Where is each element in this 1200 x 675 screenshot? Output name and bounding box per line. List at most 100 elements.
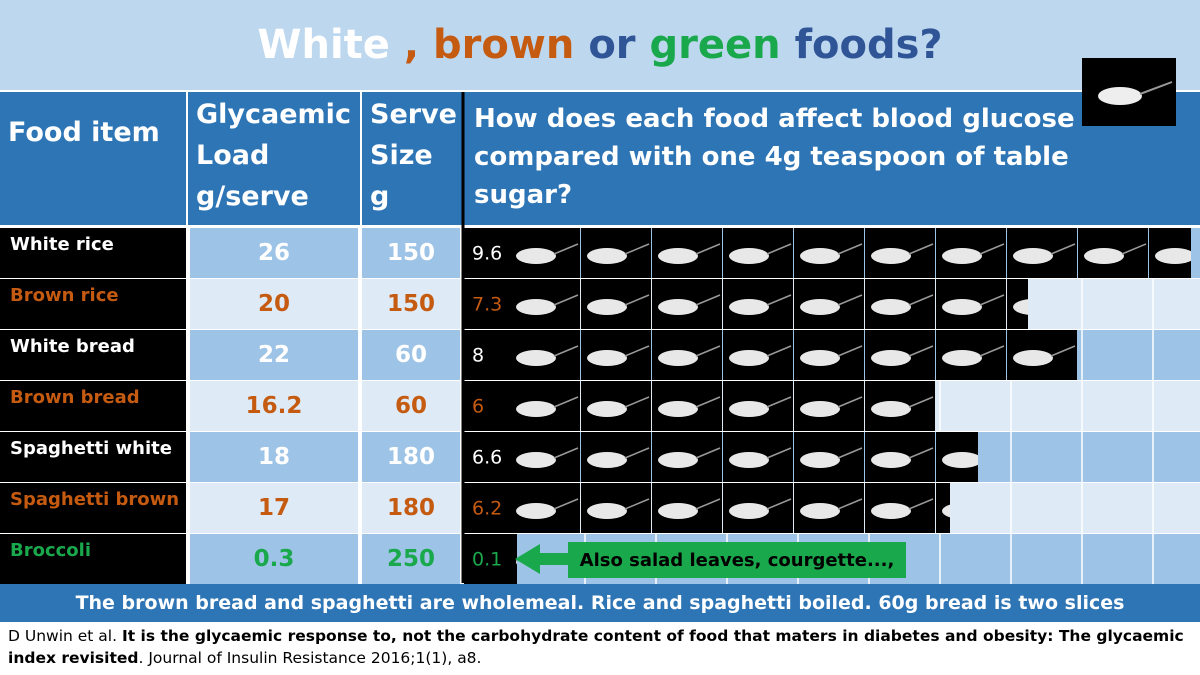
label-cell xyxy=(464,534,510,584)
sugar xyxy=(729,503,769,519)
spoon-handle xyxy=(1121,243,1147,255)
spoon-handle xyxy=(837,243,863,255)
title-word: foods? xyxy=(794,22,943,68)
spoon-handle xyxy=(979,243,1005,255)
spoon-handle xyxy=(766,396,792,408)
sugar xyxy=(516,401,556,417)
food-name: Brown rice xyxy=(0,279,186,329)
spoon-handle xyxy=(553,498,579,510)
spoon-handle xyxy=(695,345,721,357)
sugar xyxy=(587,248,627,264)
sugar xyxy=(729,350,769,366)
sugar xyxy=(658,503,698,519)
teaspoon xyxy=(510,279,580,329)
spoon-handle xyxy=(766,243,792,255)
teaspoon xyxy=(510,534,517,584)
spoon-handle xyxy=(695,294,721,306)
serve-size: 180 xyxy=(362,432,460,482)
spoon-handle xyxy=(979,294,1005,306)
sugar xyxy=(729,401,769,417)
glycaemic-load: 18 xyxy=(190,432,358,482)
sugar xyxy=(800,350,840,366)
citation-authors: D Unwin et al. xyxy=(8,627,118,645)
spoon-handle xyxy=(624,447,650,459)
teaspoon-bar xyxy=(510,534,517,584)
teaspoon xyxy=(723,279,793,329)
teaspoon xyxy=(865,228,935,278)
teaspoon xyxy=(794,279,864,329)
teaspoon xyxy=(936,279,1006,329)
sugar xyxy=(516,503,556,519)
sugar xyxy=(800,248,840,264)
citation: D Unwin et al. It is the glycaemic respo… xyxy=(8,625,1198,669)
sugar xyxy=(1013,248,1053,264)
title: White , brown or green foods? xyxy=(0,0,1200,90)
glycaemic-load: 20 xyxy=(190,279,358,329)
sugar xyxy=(516,559,517,565)
spoon-handle xyxy=(1050,243,1076,255)
title-word: or xyxy=(588,22,636,68)
spoon-handle xyxy=(908,243,934,255)
spoon-handle xyxy=(695,498,721,510)
spoon-handle xyxy=(766,345,792,357)
label-cell xyxy=(464,330,510,380)
label-cell xyxy=(464,432,510,482)
sugar xyxy=(871,299,911,315)
food-name: White bread xyxy=(0,330,186,380)
sugar xyxy=(729,452,769,468)
serve-size: 60 xyxy=(362,381,460,431)
teaspoon-count: 6.6 xyxy=(472,447,502,469)
broccoli-note: Also salad leaves, courgette..., xyxy=(580,550,895,571)
teaspoon xyxy=(865,432,935,482)
sugar xyxy=(516,248,556,264)
teaspoon xyxy=(581,279,651,329)
teaspoon xyxy=(581,432,651,482)
food-name: Brown bread xyxy=(0,381,186,431)
citation-title: It is the glycaemic response to, not the… xyxy=(8,627,1184,667)
title-word: White xyxy=(257,22,390,68)
teaspoon xyxy=(936,330,1006,380)
food-name: Broccoli xyxy=(0,534,186,584)
sugar xyxy=(729,248,769,264)
header-question: How does each food affect blood glucose … xyxy=(464,92,1200,225)
teaspoon xyxy=(723,228,793,278)
teaspoon-tile xyxy=(936,483,950,533)
sugar xyxy=(800,452,840,468)
teaspoon-count: 6 xyxy=(472,396,484,418)
teaspoon xyxy=(936,483,950,533)
teaspoon xyxy=(581,228,651,278)
serve-size: 150 xyxy=(362,279,460,329)
sugar xyxy=(587,401,627,417)
spoon-handle xyxy=(837,447,863,459)
sugar xyxy=(587,452,627,468)
sugar xyxy=(1013,299,1028,315)
spoon-handle xyxy=(908,396,934,408)
teaspoon xyxy=(865,330,935,380)
spoon-handle xyxy=(908,294,934,306)
sugar xyxy=(871,452,911,468)
teaspoon xyxy=(794,483,864,533)
spoon-handle xyxy=(553,243,579,255)
spoon-handle xyxy=(979,345,1005,357)
citation-rest: . Journal of Insulin Resistance 2016;1(1… xyxy=(138,649,482,667)
label-cell xyxy=(464,228,510,278)
sugar xyxy=(658,299,698,315)
sugar xyxy=(1084,248,1124,264)
spoon-handle xyxy=(624,345,650,357)
teaspoon xyxy=(652,483,722,533)
teaspoon xyxy=(510,483,580,533)
footer-note: The brown bread and spaghetti are wholem… xyxy=(0,584,1200,622)
sugar xyxy=(871,401,911,417)
teaspoon xyxy=(723,330,793,380)
teaspoon-count: 0.1 xyxy=(472,549,502,571)
food-name: Spaghetti white xyxy=(0,432,186,482)
teaspoon xyxy=(652,381,722,431)
teaspoon xyxy=(652,279,722,329)
spoon-handle xyxy=(837,345,863,357)
spoon-handle xyxy=(766,447,792,459)
teaspoon xyxy=(1078,228,1148,278)
sugar xyxy=(871,503,911,519)
serve-size: 150 xyxy=(362,228,460,278)
sugar xyxy=(871,248,911,264)
title-word: , brown xyxy=(403,22,575,68)
